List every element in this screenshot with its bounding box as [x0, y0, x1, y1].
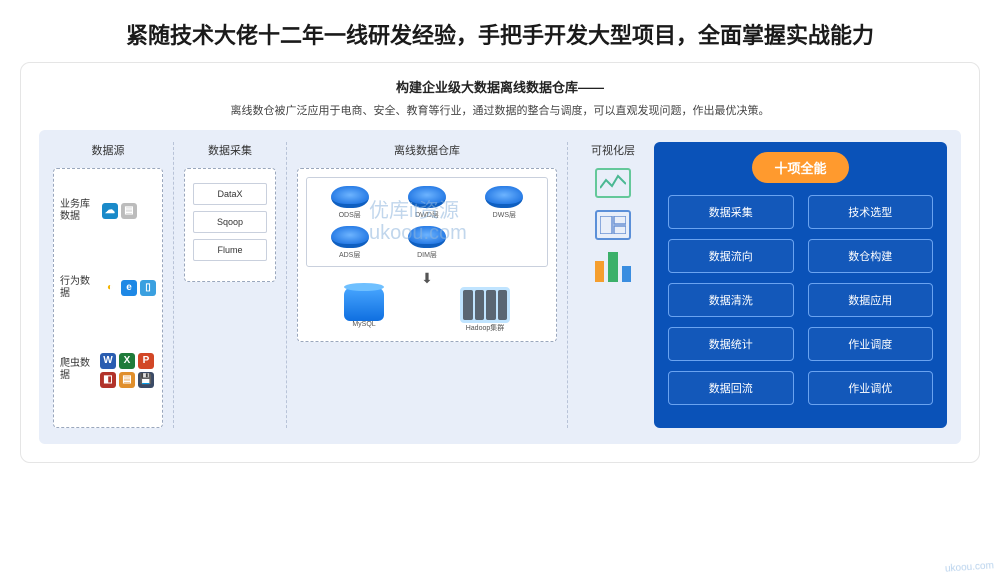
layer-label: DWS层 [493, 210, 516, 220]
skill-pill: 数据清洗 [668, 283, 794, 317]
source-mini-icon: 💾 [138, 372, 154, 388]
layer-label: ODS层 [339, 210, 361, 220]
skill-pill: 数据采集 [668, 195, 794, 229]
source-mini-icon: ◐ [102, 280, 118, 296]
watermark-br: ukoou.com [945, 560, 995, 574]
mysql-icon [344, 287, 384, 321]
source-mini-icon: ▤ [121, 203, 137, 219]
source-row-behavior: 行为数据 ◐e▯ [60, 276, 156, 300]
divider [286, 142, 287, 428]
tool-sqoop: Sqoop [193, 211, 267, 233]
source-mini-icon: ▯ [140, 280, 156, 296]
col-source-header: 数据源 [92, 142, 125, 158]
skills-panel: 十项全能 数据采集技术选型数据流向数仓构建数据清洗数据应用数据统计作业调度数据回… [654, 142, 947, 428]
skill-pill: 作业调度 [808, 327, 934, 361]
viz-grid-icon [595, 210, 631, 240]
source-mini-icon: ◧ [100, 372, 116, 388]
skill-pill: 数据回流 [668, 371, 794, 405]
hadoop-icon [460, 287, 510, 323]
divider [173, 142, 174, 428]
disk-icon [408, 186, 446, 208]
col-warehouse-header: 离线数据仓库 [394, 142, 460, 158]
col-source: 数据源 业务库数据 ☁▤ 行为数据 ◐e▯ 爬虫数据 WXP◧▤💾 [53, 142, 163, 428]
col-warehouse: 离线数据仓库 ODS层 DWD层 DWS层 ADS层 DIM层 ⬇ MySQL [297, 142, 557, 428]
skill-pill: 数仓构建 [808, 239, 934, 273]
card-subtitle: 离线数仓被广泛应用于电商、安全、教育等行业，通过数据的整合与调度，可以直观发现问… [39, 102, 961, 118]
divider [567, 142, 568, 428]
bottom-label: Hadoop集群 [466, 323, 505, 333]
tool-datax: DataX [193, 183, 267, 205]
layer-label: DWD层 [415, 210, 439, 220]
source-mini-icon: ☁ [102, 203, 118, 219]
skills-badge: 十项全能 [752, 152, 848, 183]
bottom-label: MySQL [352, 321, 375, 328]
col-collect-header: 数据采集 [208, 142, 252, 158]
disk-icon [408, 226, 446, 248]
disk-icon [331, 186, 369, 208]
source-mini-icon: ▤ [119, 372, 135, 388]
tool-flume: Flume [193, 239, 267, 261]
source-mini-icon: X [119, 353, 135, 369]
source-mini-icon: W [100, 353, 116, 369]
skill-pill: 数据应用 [808, 283, 934, 317]
diagram: 优库it资源 ukoou.com 数据源 业务库数据 ☁▤ 行为数据 ◐e▯ 爬… [39, 130, 961, 444]
card-title: 构建企业级大数据离线数据仓库—— [39, 77, 961, 96]
layer-label: ADS层 [339, 250, 360, 260]
card: 构建企业级大数据离线数据仓库—— 离线数仓被广泛应用于电商、安全、教育等行业，通… [20, 62, 980, 463]
source-label: 行为数据 [60, 276, 94, 300]
source-row-biz: 业务库数据 ☁▤ [60, 199, 156, 223]
disk-icon [485, 186, 523, 208]
layer-label: DIM层 [417, 250, 437, 260]
skill-pill: 数据统计 [668, 327, 794, 361]
disk-icon [331, 226, 369, 248]
col-viz: 可视化层 [582, 142, 644, 428]
source-mini-icon: e [121, 280, 137, 296]
viz-line-icon [595, 168, 631, 198]
arrow-down-icon: ⬇ [306, 271, 548, 285]
skill-pill: 作业调优 [808, 371, 934, 405]
col-collect: 数据采集 DataX Sqoop Flume [184, 142, 276, 428]
col-viz-header: 可视化层 [591, 142, 635, 158]
source-mini-icon: P [138, 353, 154, 369]
skill-pill: 技术选型 [808, 195, 934, 229]
skill-pill: 数据流向 [668, 239, 794, 273]
source-label: 爬虫数据 [60, 358, 92, 382]
page-title: 紧随技术大佬十二年一线研发经验，手把手开发大型项目，全面掌握实战能力 [0, 0, 1000, 62]
source-label: 业务库数据 [60, 199, 94, 223]
viz-bars-icon [595, 252, 631, 282]
source-row-crawler: 爬虫数据 WXP ◧▤💾 [60, 353, 156, 388]
